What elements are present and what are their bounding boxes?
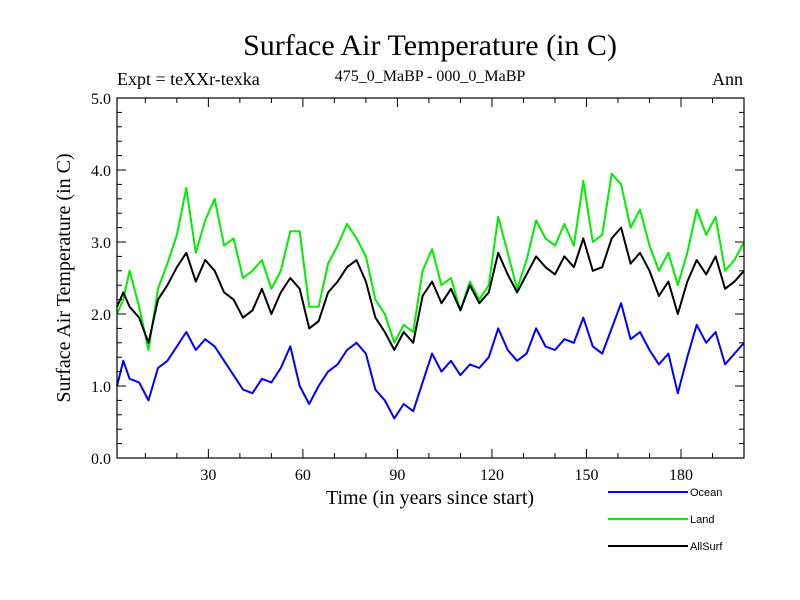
x-tick-label: 90 [389, 467, 405, 484]
y-axis-label: Surface Air Temperature (in C) [53, 153, 75, 402]
legend: Ocean Land AllSurf [608, 487, 723, 553]
chart-subtitle-left: Expt = teXXr-texka [117, 69, 260, 89]
chart-subtitle-right: Ann [712, 69, 743, 89]
chart-title: Surface Air Temperature (in C) [243, 29, 617, 62]
x-axis-label: Time (in years since start) [326, 487, 534, 509]
plot-frame [116, 97, 745, 459]
chart-subtitle-center: 475_0_MaBP - 000_0_MaBP [335, 68, 526, 85]
legend-label-ocean: Ocean [690, 487, 722, 499]
x-tick-label: 180 [669, 467, 693, 484]
axis-ticks [117, 97, 744, 459]
legend-label-land: Land [690, 514, 714, 526]
y-tick-label: 3.0 [91, 235, 111, 252]
series-lines [116, 172, 745, 420]
x-tick-label: 30 [200, 467, 216, 484]
series-line-ocean [116, 302, 745, 420]
y-tick-label: 4.0 [91, 163, 111, 180]
series-line-land [116, 172, 745, 351]
legend-label-allsurf: AllSurf [690, 541, 723, 553]
y-tick-label: 1.0 [91, 379, 111, 396]
y-tick-label: 5.0 [91, 91, 111, 108]
y-tick-label: 0.0 [91, 451, 111, 468]
x-tick-label: 150 [574, 467, 598, 484]
x-tick-label: 120 [480, 467, 504, 484]
x-tick-label: 60 [295, 467, 311, 484]
y-tick-label: 2.0 [91, 307, 111, 324]
axis-tick-labels: 30 60 90 120 150 180 0.0 1.0 2.0 3.0 4.0 5.0 [91, 91, 693, 484]
series-line-allsurf [116, 226, 745, 351]
